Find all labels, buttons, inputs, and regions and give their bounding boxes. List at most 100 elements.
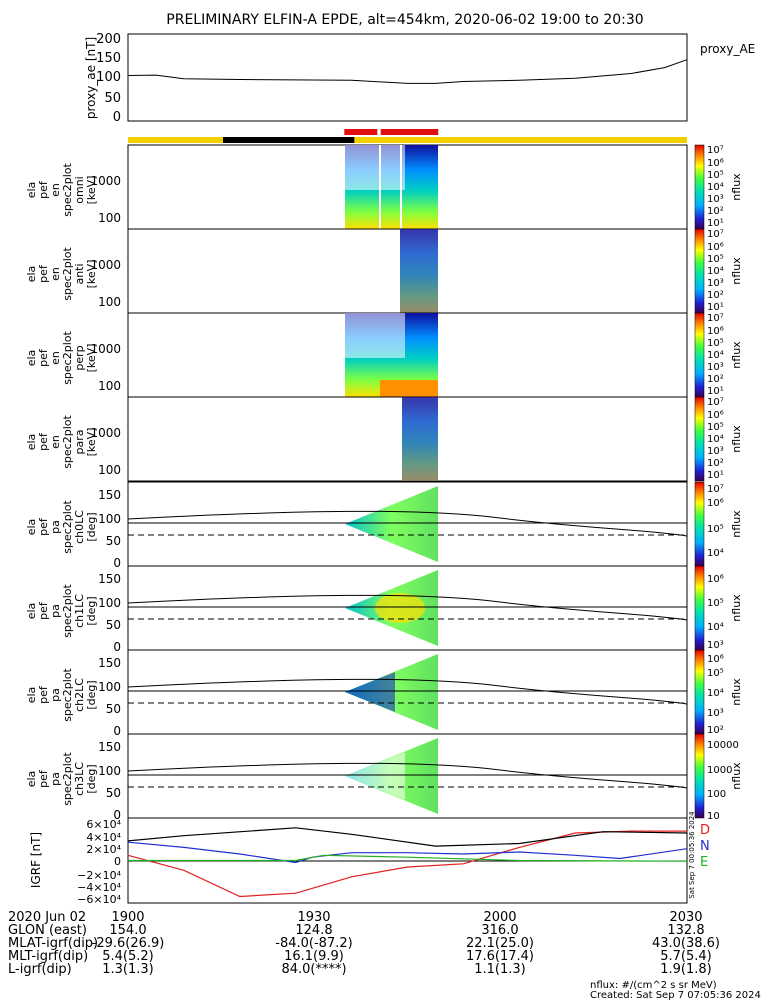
ae-yticks: 200 150 100 50 0 (96, 32, 121, 125)
pa-ytick: 0 (113, 640, 121, 654)
svg-text:spec2plot: spec2plot (61, 584, 74, 638)
svg-text:anti: anti (73, 263, 86, 284)
pa-ytick: 150 (98, 488, 121, 502)
footer-val: -84.0(-87.2) (275, 936, 352, 951)
cbar-unit: nflux (730, 678, 743, 706)
svg-text:[deg]: [deg] (85, 512, 98, 541)
svg-text:spec2plot: spec2plot (61, 331, 74, 385)
footer-val: -29.6(26.9) (92, 936, 165, 951)
footer-val: 316.0 (481, 923, 518, 938)
svg-text:pef: pef (37, 517, 50, 536)
cbar-tick: 10³ (707, 708, 724, 719)
ae-ytick: 150 (96, 51, 121, 66)
pitch-angle-panels: 150 100 50 0 ela pef pa spec2plot ch0LC … (25, 481, 688, 822)
svg-text:ch1LC: ch1LC (73, 594, 86, 628)
footer-label: GLON (east) (8, 923, 87, 938)
footer-val: 1930 (297, 910, 330, 925)
svg-text:pa: pa (49, 688, 62, 702)
cbar-unit: nflux (730, 341, 743, 369)
cbar-unit: nflux (730, 762, 743, 790)
svg-text:[deg]: [deg] (85, 596, 98, 625)
cbar-tick: 10⁴ (707, 266, 724, 277)
colorbar-pa1 (694, 565, 705, 651)
spec-data-region (402, 397, 438, 481)
svg-text:pef: pef (37, 685, 50, 704)
state-bar-segment (380, 129, 439, 135)
pa-panel-ch1: 150 100 50 0 ela pef pa spec2plot ch1LC … (25, 565, 688, 654)
cbar-tick: 10⁴ (707, 182, 724, 193)
cbar-tick: 10⁷ (707, 229, 724, 240)
spec-ytick: 1000 (90, 258, 121, 272)
cbar-tick: 10³ (707, 194, 724, 205)
footer-label: MLAT-igrf(dip) (8, 936, 98, 951)
cbar-tick: 10² (707, 725, 724, 736)
spec-ytick: 100 (98, 295, 121, 309)
cbar-tick: 10⁴ (707, 434, 724, 445)
footer-label: L-igrf(dip) (8, 962, 72, 977)
pa-ytick: 100 (98, 680, 121, 694)
ae-ylabel: proxy_ae [nT] (84, 37, 98, 119)
cbar-tick: 10¹ (707, 302, 724, 313)
spec-panel-omni: 1000 100 ela pef en spec2plot omni [keV] (25, 144, 688, 230)
footer-val: 22.1(25.0) (466, 936, 534, 951)
svg-text:pa: pa (49, 604, 62, 618)
pa-ylabel: ela pef pa spec2plot ch0LC [deg] (25, 500, 98, 554)
figure-title: PRELIMINARY ELFIN-A EPDE, alt=454km, 202… (166, 12, 643, 28)
svg-text:omni: omni (73, 176, 86, 203)
footer-val: 43.0(38.6) (652, 936, 720, 951)
cbar-tick: 10⁴ (707, 350, 724, 361)
ae-series-line (127, 59, 688, 84)
pa-ylabel: ela pef pa spec2plot ch3LC [deg] (25, 752, 98, 806)
ae-ytick: 50 (104, 91, 121, 106)
cbar-tick: 10⁵ (707, 254, 724, 265)
svg-text:spec2plot: spec2plot (61, 163, 74, 217)
pa-panel-ch0: 150 100 50 0 ela pef pa spec2plot ch0LC … (25, 481, 688, 570)
footer-label: MLT-igrf(dip) (8, 949, 88, 964)
footer-val: 1900 (111, 910, 144, 925)
cbar-unit: nflux (730, 510, 743, 538)
svg-text:ela: ela (25, 603, 38, 620)
footer-val: 124.8 (295, 923, 332, 938)
spec-ytick: 100 (98, 463, 121, 477)
igrf-series-d (127, 830, 687, 898)
cbar-tick: 10⁶ (707, 498, 724, 509)
cbar-tick: 10³ (707, 278, 724, 289)
state-bar-segment (354, 137, 687, 143)
igrf-legend-n: N (700, 839, 710, 854)
spec-ylabel: ela pef en spec2plot para [keV] (25, 415, 98, 469)
svg-text:en: en (49, 351, 62, 365)
state-bar-segment (128, 137, 223, 143)
igrf-ylabel: IGRF [nT] (29, 832, 43, 888)
spec-ylabel: ela pef en spec2plot omni [keV] (25, 163, 98, 217)
svg-text:pef: pef (37, 432, 50, 451)
cbar-tick: 10⁷ (707, 145, 724, 156)
svg-text:ela: ela (25, 687, 38, 704)
pa-ytick: 50 (106, 786, 121, 800)
svg-text:para: para (73, 430, 86, 455)
svg-text:pef: pef (37, 769, 50, 788)
svg-text:perp: perp (73, 345, 86, 370)
svg-text:pef: pef (37, 601, 50, 620)
spec-ytick: 1000 (90, 426, 121, 440)
svg-text:spec2plot: spec2plot (61, 500, 74, 554)
cbar-tick: 10⁵ (707, 524, 724, 535)
colorbars: 10⁷ 10⁶ 10⁵ 10⁴ 10³ 10² 10¹ 10⁷ 10⁶ 10⁵ … (694, 144, 743, 822)
pa-ytick: 50 (106, 618, 121, 632)
svg-text:ela: ela (25, 266, 38, 283)
svg-text:[deg]: [deg] (85, 680, 98, 709)
spectrogram-panels: 1000 100 ela pef en spec2plot omni [keV]… (25, 144, 688, 482)
igrf-side-stamp: Sat Sep 7 00:05:36 2024 (688, 811, 696, 899)
cbar-tick: 10³ (707, 446, 724, 457)
cbar-unit: nflux (730, 173, 743, 201)
igrf-ytick: 0 (114, 855, 121, 868)
igrf-legend-e: E (700, 855, 708, 870)
igrf-series-total (127, 827, 688, 847)
cbar-tick: 10 (707, 811, 720, 822)
svg-text:[keV]: [keV] (85, 428, 98, 457)
pa-ytick: 150 (98, 656, 121, 670)
pa-ytick: 50 (106, 702, 121, 716)
svg-text:en: en (49, 435, 62, 449)
spec-panel-para: 1000 100 ela pef en spec2plot para [keV] (25, 396, 688, 482)
cbar-tick: 10⁶ (707, 654, 724, 665)
